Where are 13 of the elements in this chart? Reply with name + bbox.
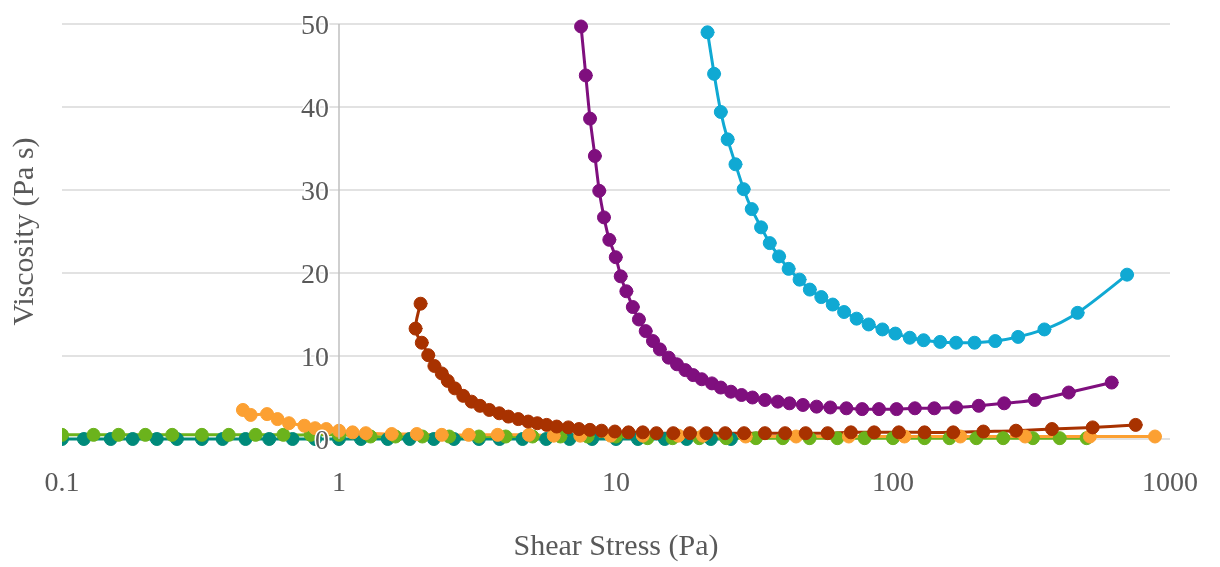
y-tick-label: 10	[301, 340, 329, 372]
y-axis-title: Viscosity (Pa s)	[5, 137, 40, 326]
y-tick-label: 0	[315, 423, 329, 455]
x-axis-title: Shear Stress (Pa)	[513, 528, 719, 562]
x-tick-label: 100	[872, 466, 914, 497]
y-tick-label: 50	[301, 8, 329, 40]
x-tick-label: 1	[332, 466, 346, 497]
y-tick-label: 20	[301, 257, 329, 289]
x-tick-label: 0.1	[44, 466, 80, 497]
y-tick-label: 30	[301, 174, 329, 206]
y-tick-label: 40	[301, 91, 329, 123]
x-tick-label: 10	[602, 466, 630, 497]
x-tick-label: 1000	[1142, 466, 1198, 497]
